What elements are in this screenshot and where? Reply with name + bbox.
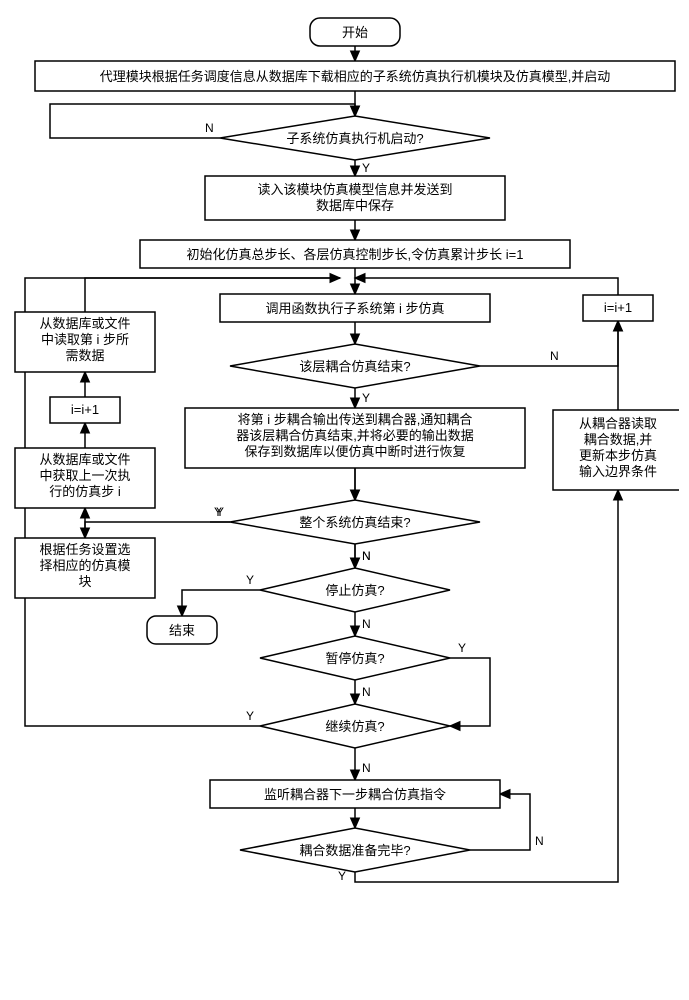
svg-text:Y: Y (216, 505, 224, 519)
svg-text:i=i+1: i=i+1 (604, 300, 632, 315)
svg-text:N: N (362, 761, 371, 775)
svg-text:N: N (550, 349, 559, 363)
svg-text:将第 i 步耦合输出传送到耦合器,通知耦合器该层耦合仿真结束: 将第 i 步耦合输出传送到耦合器,通知耦合器该层耦合仿真结束,并将必要的输出数据… (236, 412, 474, 459)
edge-label-y: Y (362, 161, 370, 175)
svg-text:Y: Y (362, 391, 370, 405)
node-right1: i=i+1 (583, 295, 653, 321)
nodes: 开始 代理模块根据任务调度信息从数据库下载相应的子系统仿真执行机模块及仿真模型,… (15, 18, 679, 872)
node-n1: 代理模块根据任务调度信息从数据库下载相应的子系统仿真执行机模块及仿真模型,并启动 (35, 61, 675, 91)
node-d4: 停止仿真? (260, 568, 450, 612)
svg-text:i=i+1: i=i+1 (71, 402, 99, 417)
svg-text:继续仿真?: 继续仿真? (325, 719, 384, 734)
node-left4: 从数据库或文件中读取第 i 步所需数据 (15, 312, 155, 372)
svg-text:Y: Y (246, 709, 254, 723)
svg-text:代理模块根据任务调度信息从数据库下载相应的子系统仿真执行机模: 代理模块根据任务调度信息从数据库下载相应的子系统仿真执行机模块及仿真模型,并启动 (100, 69, 611, 84)
node-d1: 子系统仿真执行机启动? (220, 116, 490, 160)
svg-text:N: N (362, 617, 371, 631)
svg-text:N: N (535, 834, 544, 848)
svg-text:暂停仿真?: 暂停仿真? (325, 651, 384, 666)
svg-text:耦合数据准备完毕?: 耦合数据准备完毕? (299, 843, 410, 858)
flowchart: N Y Y N N Y Y (10, 10, 679, 890)
node-d6: 继续仿真? (260, 704, 450, 748)
svg-text:结束: 结束 (169, 623, 195, 638)
svg-text:N: N (362, 549, 371, 563)
edge-label-n: N (205, 121, 214, 135)
node-d5: 暂停仿真? (260, 636, 450, 680)
node-left1: 根据任务设置选择相应的仿真模块 (15, 538, 155, 598)
svg-text:Y: Y (246, 573, 254, 587)
node-n5: 将第 i 步耦合输出传送到耦合器,通知耦合器该层耦合仿真结束,并将必要的输出数据… (185, 408, 525, 468)
node-n4: 调用函数执行子系统第 i 步仿真 (220, 294, 490, 322)
svg-text:整个系统仿真结束?: 整个系统仿真结束? (299, 515, 410, 530)
node-end: 结束 (147, 616, 217, 644)
node-right2: 从耦合器读取耦合数据,并更新本步仿真输入边界条件 (553, 410, 679, 490)
node-left2: 从数据库或文件中获取上一次执行的仿真步 i (15, 448, 155, 508)
svg-text:N: N (362, 685, 371, 699)
svg-text:调用函数执行子系统第 i 步仿真: 调用函数执行子系统第 i 步仿真 (265, 301, 444, 316)
node-d3: 整个系统仿真结束? (230, 500, 480, 544)
svg-text:该层耦合仿真结束?: 该层耦合仿真结束? (299, 359, 410, 374)
svg-text:开始: 开始 (342, 25, 368, 40)
svg-text:Y: Y (458, 641, 466, 655)
svg-text:从数据库或文件中获取上一次执行的仿真步 i: 从数据库或文件中获取上一次执行的仿真步 i (39, 452, 130, 499)
svg-text:初始化仿真总步长、各层仿真控制步长,令仿真累计步长 i=1: 初始化仿真总步长、各层仿真控制步长,令仿真累计步长 i=1 (187, 247, 524, 262)
svg-text:监听耦合器下一步耦合仿真指令: 监听耦合器下一步耦合仿真指令 (264, 787, 446, 802)
svg-text:子系统仿真执行机启动?: 子系统仿真执行机启动? (286, 131, 423, 146)
node-n2: 读入该模块仿真模型信息并发送到数据库中保存 (205, 176, 505, 220)
node-d7: 耦合数据准备完毕? (240, 828, 470, 872)
node-d2: 该层耦合仿真结束? (230, 344, 480, 388)
node-left3: i=i+1 (50, 397, 120, 423)
node-start: 开始 (310, 18, 400, 46)
svg-text:停止仿真?: 停止仿真? (325, 583, 384, 598)
node-n3: 初始化仿真总步长、各层仿真控制步长,令仿真累计步长 i=1 (140, 240, 570, 268)
node-n6: 监听耦合器下一步耦合仿真指令 (210, 780, 500, 808)
svg-text:从耦合器读取耦合数据,并更新本步仿真输入边界条件: 从耦合器读取耦合数据,并更新本步仿真输入边界条件 (579, 416, 657, 479)
svg-text:Y: Y (338, 869, 346, 883)
